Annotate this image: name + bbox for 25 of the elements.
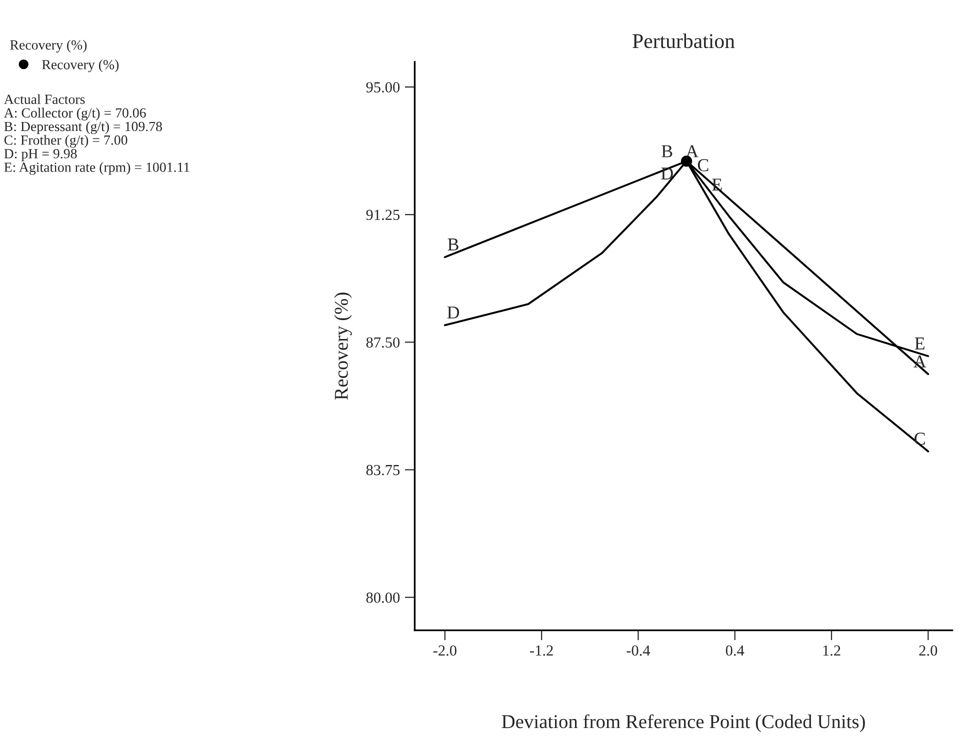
y-tick-label: 87.50 xyxy=(366,337,400,348)
x-tick-label: 0.4 xyxy=(726,645,744,656)
text: D xyxy=(447,306,460,318)
text: Actual Factors A: Collector (g/t) = 70.06 B: Depressant (g/t) = 109.78 C: Frother (g/t) = 7.00 D: pH = 9.98 E: Agitation rate (rpm) = 1001.11 xyxy=(4,94,190,175)
text: C xyxy=(698,159,708,172)
x-axis-title: Deviation from Reference Point (Coded Units) xyxy=(502,714,865,732)
y-tick-label: 80.00 xyxy=(366,592,400,603)
y-tick-label: 83.75 xyxy=(366,464,400,476)
x-tick-label: -2.0 xyxy=(433,645,456,656)
y-tick-label: 91.25 xyxy=(366,210,400,220)
y-axis-title: Recovery (%) xyxy=(334,292,352,400)
x-tick-label: -1.2 xyxy=(530,645,553,656)
text: B xyxy=(662,145,672,158)
y-tick-label: 95.00 xyxy=(366,82,400,93)
x-tick-label: -0.4 xyxy=(626,645,650,656)
series-label: C xyxy=(914,432,925,445)
text: E xyxy=(914,338,924,350)
series-label: B xyxy=(448,238,458,250)
x-tick-label: 2.0 xyxy=(919,645,938,656)
legend-title: Recovery (%) xyxy=(10,40,87,53)
chart-title: Perturbation xyxy=(632,33,735,48)
series-label: D xyxy=(661,168,673,180)
series-label: A xyxy=(913,355,926,368)
x-tick-label: 1.2 xyxy=(823,645,840,656)
legend-label: Recovery (%) xyxy=(42,60,119,72)
